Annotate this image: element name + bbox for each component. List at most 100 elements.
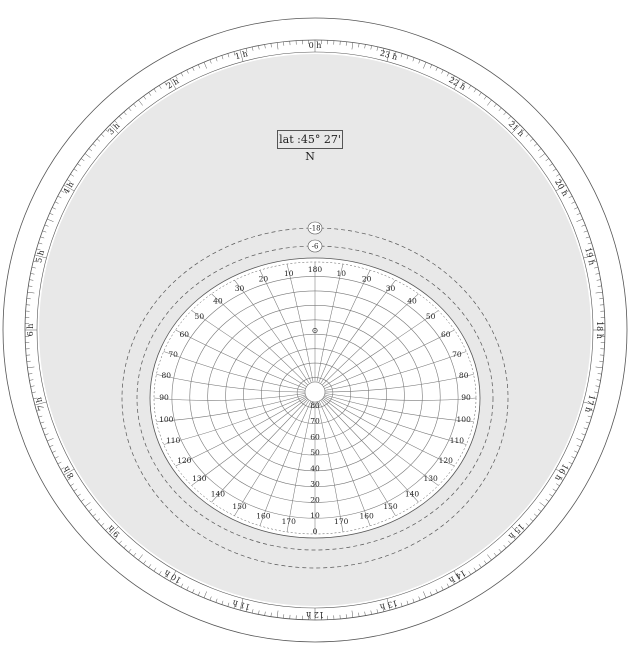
hour-tick bbox=[586, 237, 590, 238]
hour-tick bbox=[45, 434, 49, 435]
hour-tick bbox=[258, 611, 259, 615]
hour-tick bbox=[47, 219, 53, 222]
hour-tick bbox=[93, 144, 96, 147]
hour-label: 7 h bbox=[34, 396, 46, 411]
hour-tick bbox=[70, 484, 73, 486]
hour-label: 2 h bbox=[165, 77, 181, 91]
hour-label: 3 h bbox=[106, 121, 121, 136]
azimuth-label: 60 bbox=[441, 330, 451, 339]
hour-label: 5 h bbox=[34, 249, 46, 264]
hour-tick bbox=[352, 42, 353, 49]
hour-tick bbox=[29, 280, 33, 281]
hour-tick bbox=[28, 286, 32, 287]
hour-tick bbox=[32, 267, 36, 268]
hour-tick bbox=[129, 549, 132, 552]
hour-label: 9 h bbox=[106, 523, 121, 538]
hour-tick bbox=[93, 514, 96, 517]
hour-tick bbox=[119, 541, 122, 544]
azimuth-label: 150 bbox=[232, 502, 247, 511]
hour-tick bbox=[222, 55, 223, 59]
hour-tick bbox=[187, 70, 189, 74]
hour-tick bbox=[419, 60, 420, 64]
hour-tick bbox=[430, 592, 432, 596]
hour-tick bbox=[401, 603, 402, 607]
hour-tick bbox=[413, 57, 414, 61]
hour-tick bbox=[129, 108, 132, 111]
hour-tick bbox=[484, 561, 486, 564]
hour-tick bbox=[576, 438, 582, 441]
azimuth-label: 20 bbox=[259, 275, 269, 284]
hour-tick bbox=[124, 545, 127, 548]
hour-tick bbox=[549, 494, 552, 496]
hour-tick bbox=[228, 603, 229, 607]
azimuth-label: 160 bbox=[256, 511, 271, 520]
hour-tick bbox=[553, 489, 556, 491]
hour-tick bbox=[469, 571, 471, 574]
azimuth-label: 110 bbox=[166, 436, 181, 445]
hour-tick bbox=[52, 451, 56, 453]
azimuth-label: 60 bbox=[179, 330, 189, 339]
hour-tick bbox=[228, 53, 229, 57]
hour-tick bbox=[574, 451, 578, 453]
hour-tick bbox=[74, 169, 77, 171]
azimuth-label: 50 bbox=[426, 312, 436, 321]
altitude-label: 40 bbox=[310, 464, 320, 473]
hour-tick bbox=[530, 139, 533, 142]
hour-tick bbox=[546, 499, 549, 501]
azimuth-label: 40 bbox=[407, 296, 417, 305]
hour-tick bbox=[204, 62, 207, 68]
hour-tick bbox=[252, 609, 253, 613]
latitude-label: lat :45° 27' N bbox=[277, 130, 343, 149]
azimuth-label: 20 bbox=[362, 275, 372, 284]
hour-tick bbox=[584, 428, 588, 429]
hour-tick bbox=[89, 148, 92, 151]
azimuth-label: 130 bbox=[424, 474, 439, 483]
hour-tick bbox=[508, 541, 511, 544]
hour-tick bbox=[377, 609, 378, 613]
hour-tick bbox=[577, 213, 581, 215]
azimuth-label: 80 bbox=[459, 371, 469, 380]
azimuth-label: 100 bbox=[159, 415, 174, 424]
hour-tick bbox=[474, 568, 476, 571]
hour-tick bbox=[569, 196, 573, 198]
hour-tick bbox=[407, 601, 408, 605]
hour-tick bbox=[479, 92, 481, 95]
hour-tick bbox=[187, 587, 189, 591]
hour-tick bbox=[423, 62, 426, 68]
hour-tick bbox=[487, 555, 491, 561]
hour-tick bbox=[447, 73, 449, 77]
hour-tick bbox=[216, 57, 217, 61]
hour-tick bbox=[271, 613, 272, 617]
hour-tick bbox=[597, 280, 601, 281]
hour-tick bbox=[42, 231, 46, 232]
hour-tick bbox=[40, 237, 44, 238]
azimuth-label: 70 bbox=[168, 350, 178, 359]
hour-tick bbox=[154, 89, 156, 92]
hour-tick bbox=[596, 386, 600, 387]
hour-tick bbox=[265, 612, 266, 616]
hour-tick bbox=[50, 445, 54, 447]
azimuth-label: 140 bbox=[211, 490, 226, 499]
hour-tick bbox=[55, 456, 59, 458]
hour-tick bbox=[144, 561, 146, 564]
hour-tick bbox=[277, 611, 278, 618]
hour-label: 12 h bbox=[306, 610, 324, 619]
hour-tick bbox=[436, 67, 438, 71]
hour-tick bbox=[277, 42, 278, 49]
hour-tick bbox=[38, 243, 42, 244]
azimuth-label: 90 bbox=[461, 393, 471, 402]
hour-tick bbox=[419, 597, 420, 601]
hour-tick bbox=[479, 564, 481, 567]
hour-tick bbox=[365, 612, 366, 616]
hour-tick bbox=[447, 584, 449, 588]
zenith-hub bbox=[305, 382, 325, 402]
hour-tick bbox=[553, 169, 556, 171]
hour-tick bbox=[359, 43, 360, 47]
hour-tick bbox=[154, 568, 156, 571]
hour-tick bbox=[27, 367, 34, 368]
hour-tick bbox=[574, 207, 578, 209]
hour-tick bbox=[210, 597, 211, 601]
hour-tick bbox=[469, 85, 471, 88]
hour-label: 1 h bbox=[234, 49, 249, 61]
